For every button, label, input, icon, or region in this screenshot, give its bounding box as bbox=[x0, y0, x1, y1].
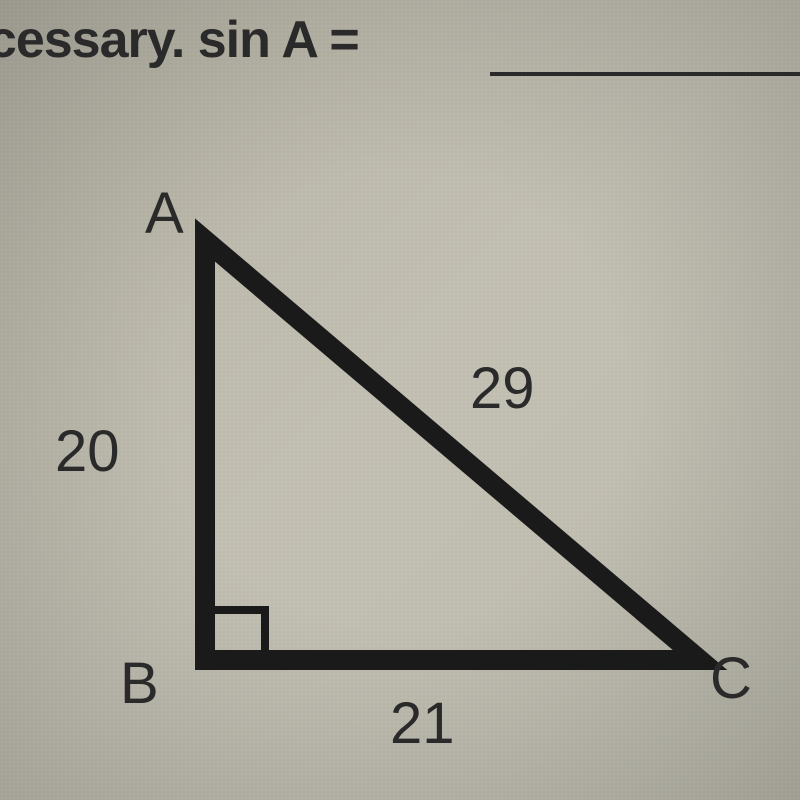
side-label-ac: 29 bbox=[470, 355, 535, 422]
triangle-shape bbox=[205, 240, 700, 660]
triangle-diagram: A B C 20 29 21 bbox=[50, 200, 750, 750]
answer-underline bbox=[490, 72, 800, 76]
side-label-ab: 20 bbox=[55, 418, 120, 485]
right-angle-marker bbox=[215, 610, 265, 650]
side-label-bc: 21 bbox=[390, 690, 455, 757]
vertex-label-a: A bbox=[145, 180, 184, 247]
vertex-label-c: C bbox=[710, 645, 752, 712]
header-text-fragment: ecessary. sin A = bbox=[0, 10, 359, 70]
vertex-label-b: B bbox=[120, 650, 159, 717]
